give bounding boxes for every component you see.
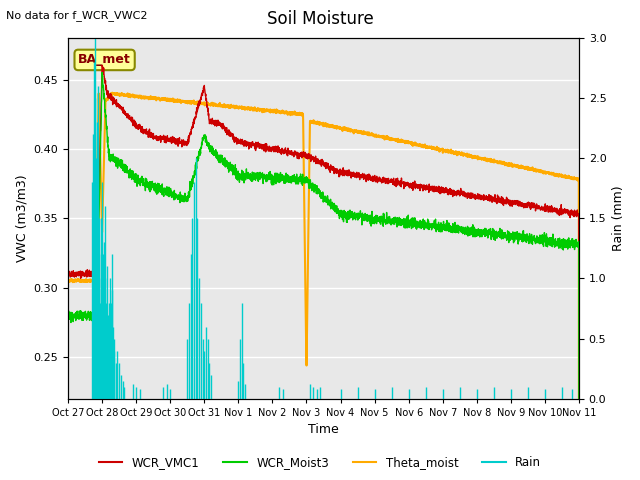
Text: BA_met: BA_met <box>78 53 131 66</box>
Legend: WCR_VMC1, WCR_Moist3, Theta_moist, Rain: WCR_VMC1, WCR_Moist3, Theta_moist, Rain <box>94 452 546 474</box>
X-axis label: Time: Time <box>308 423 339 436</box>
Y-axis label: VWC (m3/m3): VWC (m3/m3) <box>15 175 28 262</box>
Text: Soil Moisture: Soil Moisture <box>267 10 373 28</box>
Y-axis label: Rain (mm): Rain (mm) <box>612 186 625 251</box>
Text: No data for f_WCR_VWC2: No data for f_WCR_VWC2 <box>6 10 148 21</box>
